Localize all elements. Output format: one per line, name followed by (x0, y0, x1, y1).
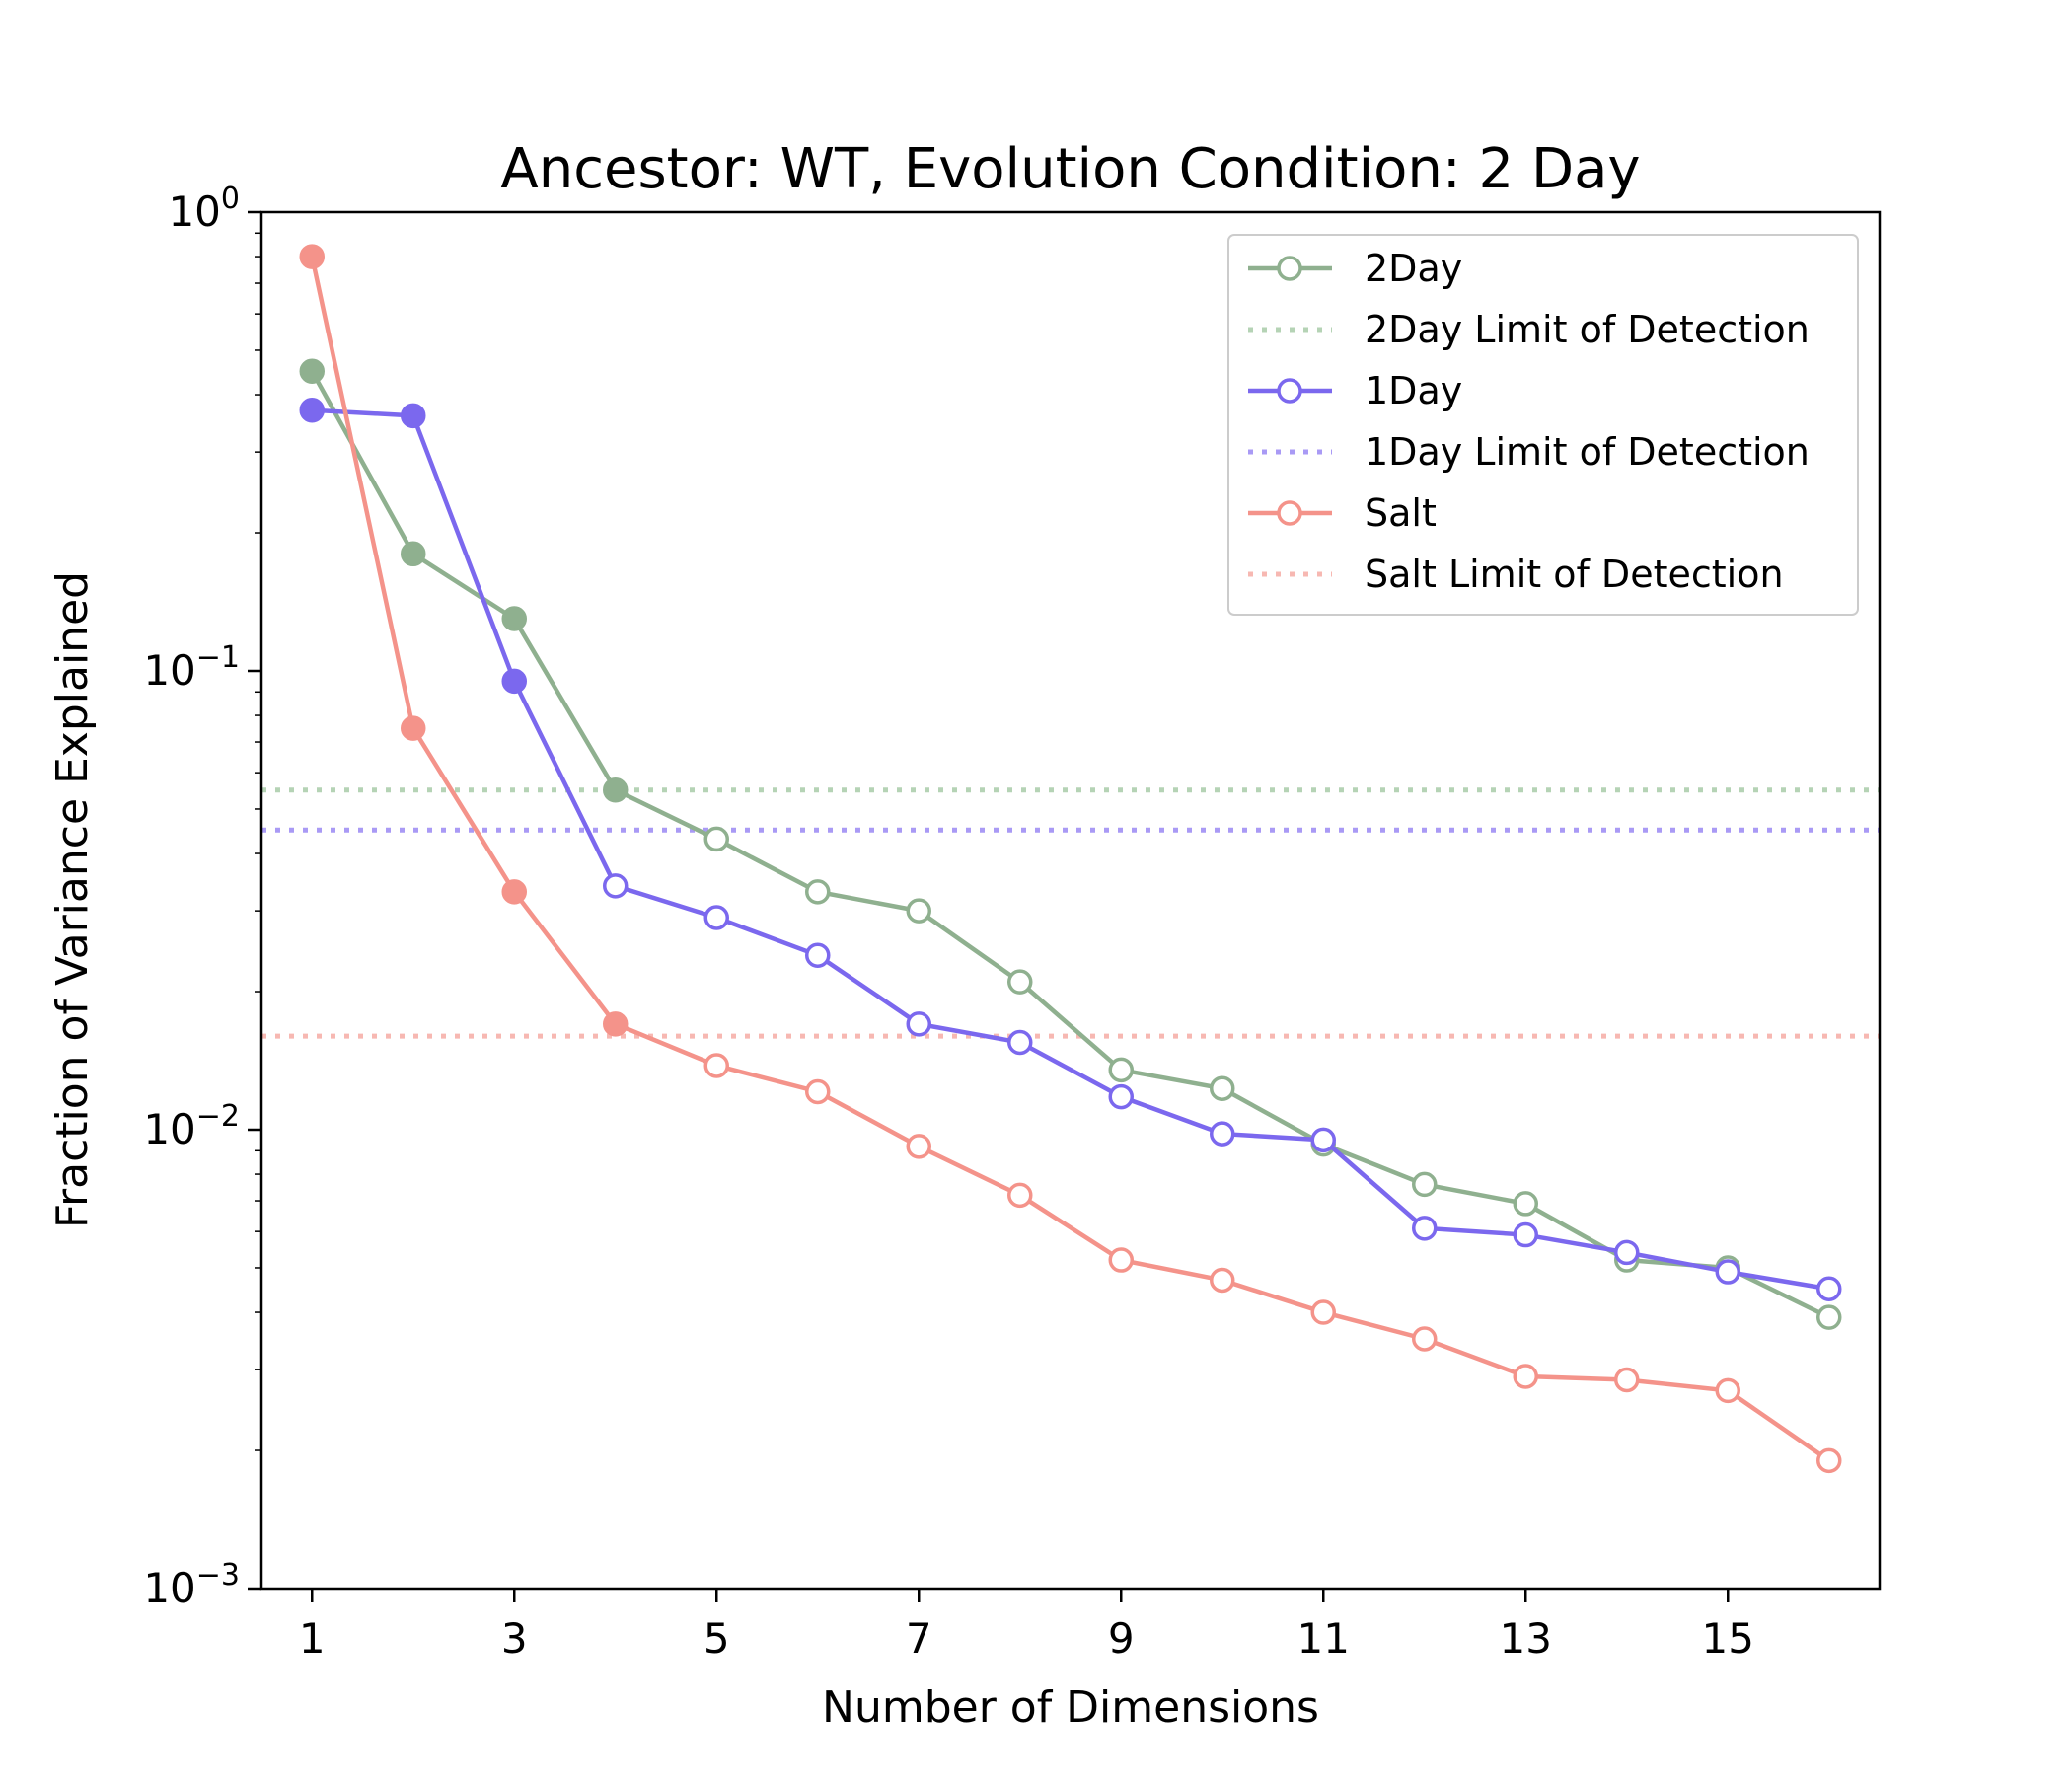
series-line-2 (310, 256, 1831, 1463)
x-tick-label-11: 11 (1297, 1614, 1350, 1663)
legend-frame (1227, 234, 1859, 616)
data-point-1-1 (401, 403, 426, 429)
data-point-2-8 (1108, 1247, 1134, 1273)
x-tick-label-13: 13 (1500, 1614, 1552, 1663)
data-point-0-1 (401, 541, 426, 567)
data-point-2-6 (906, 1134, 931, 1159)
data-point-0-7 (1007, 969, 1033, 995)
x-axis-title: Number of Dimensions (822, 1682, 1319, 1733)
data-point-1-14 (1715, 1259, 1740, 1285)
data-point-2-5 (805, 1078, 831, 1105)
data-point-0-3 (603, 777, 629, 803)
series-line-1 (312, 407, 1830, 1292)
data-point-1-5 (805, 942, 831, 968)
data-point-2-2 (501, 879, 527, 905)
x-tick-label-1: 1 (299, 1614, 326, 1663)
legend-marker-series-1 (1277, 378, 1302, 404)
data-point-2-0 (299, 244, 325, 269)
x-tick-label-7: 7 (906, 1614, 932, 1663)
data-point-1-12 (1513, 1221, 1538, 1248)
data-point-0-6 (906, 898, 931, 924)
legend-marker-series-2 (1277, 500, 1302, 526)
data-point-0-15 (1816, 1304, 1842, 1330)
data-point-1-6 (906, 1011, 931, 1037)
data-point-2-12 (1513, 1364, 1538, 1389)
series-lines (299, 244, 1842, 1474)
data-point-2-1 (401, 715, 426, 741)
y-tick-label-2: 10−2 (143, 1099, 240, 1153)
data-point-2-10 (1310, 1299, 1336, 1325)
legend-label-lod-0: 2Day Limit of Detection (1365, 308, 1810, 351)
data-point-0-5 (805, 879, 831, 905)
legend-label-series-2: Salt (1365, 491, 1437, 535)
x-tick-label-9: 9 (1108, 1614, 1135, 1663)
data-point-2-15 (1816, 1447, 1842, 1474)
data-point-1-0 (299, 398, 325, 423)
data-point-0-11 (1412, 1171, 1438, 1198)
data-point-1-2 (501, 668, 527, 695)
y-axis-title: Fraction of Variance Explained (47, 571, 98, 1228)
data-point-0-8 (1108, 1057, 1134, 1083)
y-tick-label-0: 100 (168, 182, 240, 236)
data-point-2-13 (1614, 1367, 1640, 1393)
data-point-1-15 (1816, 1276, 1842, 1302)
data-point-2-3 (603, 1011, 629, 1037)
data-point-1-9 (1210, 1121, 1235, 1147)
data-point-0-4 (703, 826, 729, 852)
x-tick-label-15: 15 (1702, 1614, 1754, 1663)
series-line-0 (310, 370, 1830, 1320)
x-tick-label-3: 3 (501, 1614, 528, 1663)
x-tick-label-5: 5 (703, 1614, 730, 1663)
plot-frame (259, 210, 1882, 1591)
data-point-2-14 (1715, 1377, 1740, 1404)
data-point-2-4 (703, 1053, 729, 1078)
data-point-2-11 (1412, 1326, 1438, 1352)
data-point-0-9 (1210, 1075, 1235, 1101)
data-point-2-7 (1007, 1182, 1033, 1209)
y-tick-label-3: 10−3 (143, 1558, 240, 1612)
data-point-2-9 (1210, 1267, 1235, 1294)
data-point-1-8 (1108, 1083, 1134, 1110)
legend-marker-series-0 (1277, 256, 1302, 281)
data-point-1-11 (1412, 1216, 1438, 1241)
legend-label-series-0: 2Day (1365, 247, 1462, 290)
data-point-1-10 (1310, 1127, 1336, 1153)
data-point-0-0 (299, 358, 325, 385)
data-point-1-4 (703, 905, 729, 930)
data-point-1-13 (1614, 1239, 1640, 1266)
legend-label-series-1: 1Day (1365, 369, 1462, 412)
data-point-0-2 (501, 606, 527, 631)
data-point-1-7 (1007, 1029, 1033, 1056)
legend: 2Day 2Day Limit of Detection 1Day 1Day Limi… (1227, 234, 1859, 616)
legend-label-lod-2: Salt Limit of Detection (1365, 553, 1784, 596)
data-point-1-3 (603, 873, 629, 899)
legend-label-lod-1: 1Day Limit of Detection (1365, 430, 1810, 474)
chart-title: Ancestor: WT, Evolution Condition: 2 Day (500, 137, 1640, 201)
y-tick-label-1: 10−1 (143, 640, 240, 695)
data-point-0-12 (1513, 1191, 1538, 1217)
